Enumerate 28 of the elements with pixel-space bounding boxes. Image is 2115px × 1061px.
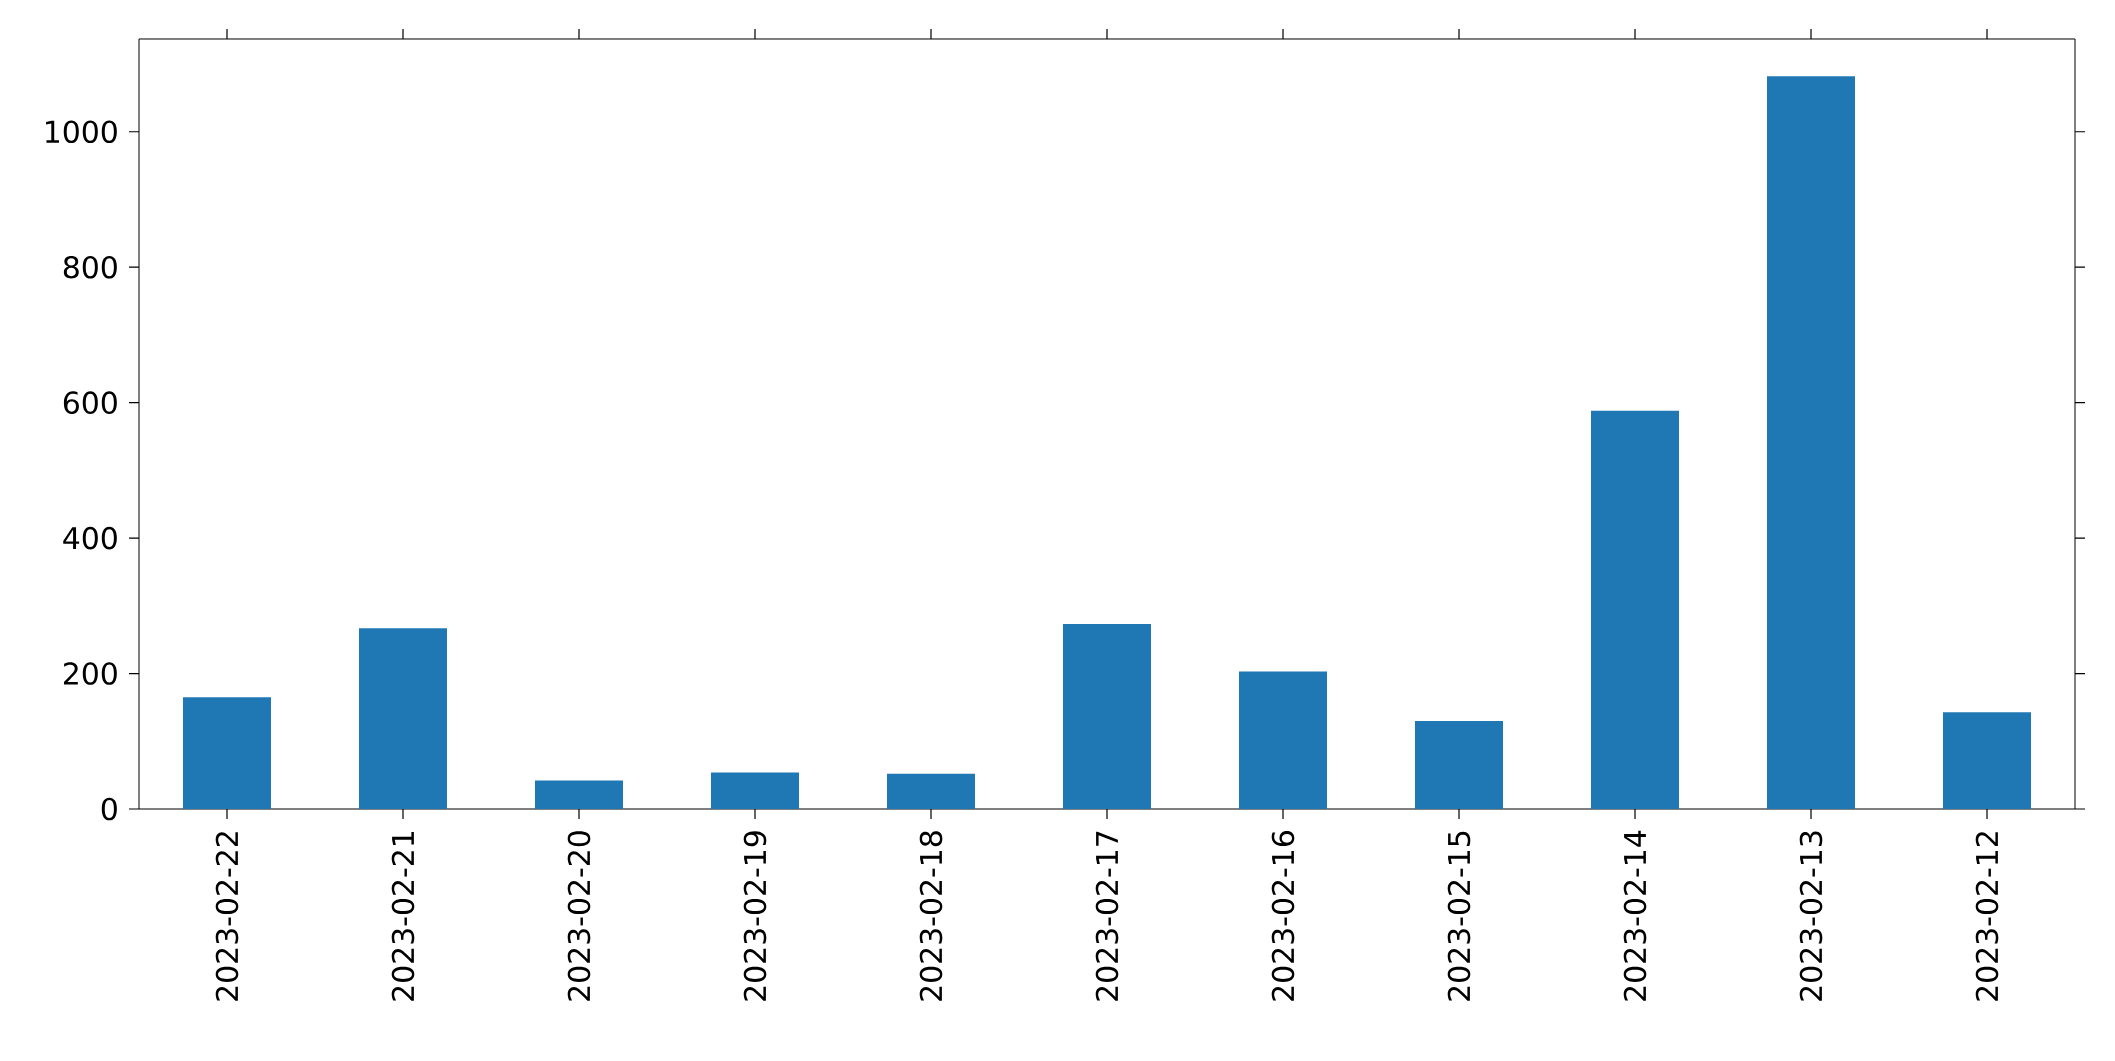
x-tick-label: 2023-02-20 [567, 831, 591, 1001]
y-tick-label: 600 [63, 391, 117, 414]
bar [183, 697, 271, 809]
bar [1415, 720, 1504, 809]
bar [1767, 76, 1856, 809]
x-tick-label: 2023-02-22 [215, 832, 239, 1001]
y-tick-label: 0 [101, 797, 117, 821]
x-tick-label: 2023-02-17 [1095, 831, 1119, 1001]
bar [887, 773, 975, 809]
x-tick-label: 2023-02-12 [1975, 832, 1999, 1001]
x-tick-label: 2023-02-21 [391, 831, 415, 1001]
x-tick-label: 2023-02-16 [1271, 831, 1295, 1001]
x-tick-label: 2023-02-18 [919, 831, 943, 1001]
bar [359, 628, 447, 809]
x-tick-label: 2023-02-13 [1799, 831, 1823, 1001]
bar [1063, 624, 1151, 809]
bar [535, 780, 623, 809]
y-tick-label: 400 [63, 526, 117, 550]
x-tick-label: 2023-02-15 [1447, 831, 1471, 1001]
x-tick-label: 2023-02-19 [743, 831, 767, 1001]
y-tick-label: 1000 [46, 120, 117, 144]
y-tick-label: 200 [63, 662, 117, 685]
bar [1239, 671, 1328, 809]
bar [711, 772, 799, 809]
y-tick-label: 800 [63, 255, 117, 279]
bar [1943, 712, 2032, 809]
bar [1591, 410, 1680, 809]
x-tick-label: 2023-02-14 [1623, 830, 1647, 1001]
